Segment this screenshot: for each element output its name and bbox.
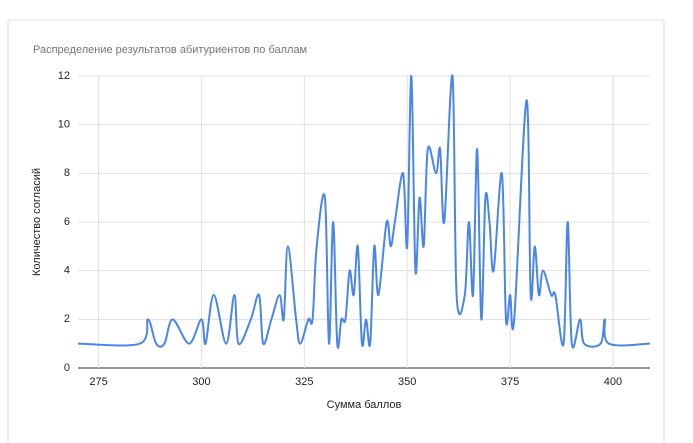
chart-title: Распределение результатов абитуриентов п… xyxy=(33,44,307,56)
y-tick-label: 0 xyxy=(64,362,70,374)
y-axis-label: Количество согласий xyxy=(31,168,43,276)
y-tick-label: 12 xyxy=(58,70,70,82)
x-tick-label: 325 xyxy=(295,376,313,388)
x-tick-label: 350 xyxy=(398,376,416,388)
x-tick-label: 300 xyxy=(192,376,210,388)
y-tick-label: 6 xyxy=(64,216,70,228)
y-tick-label: 10 xyxy=(58,119,70,131)
x-tick-label: 400 xyxy=(604,376,622,388)
data-line xyxy=(77,74,651,349)
chart-frame xyxy=(7,19,665,443)
y-tick-label: 4 xyxy=(64,265,70,277)
x-axis-label: Сумма баллов xyxy=(327,399,402,411)
y-tick-label: 2 xyxy=(64,313,70,325)
y-tick-label: 8 xyxy=(64,167,70,179)
x-tick-label: 275 xyxy=(89,376,107,388)
x-tick-label: 375 xyxy=(501,376,519,388)
